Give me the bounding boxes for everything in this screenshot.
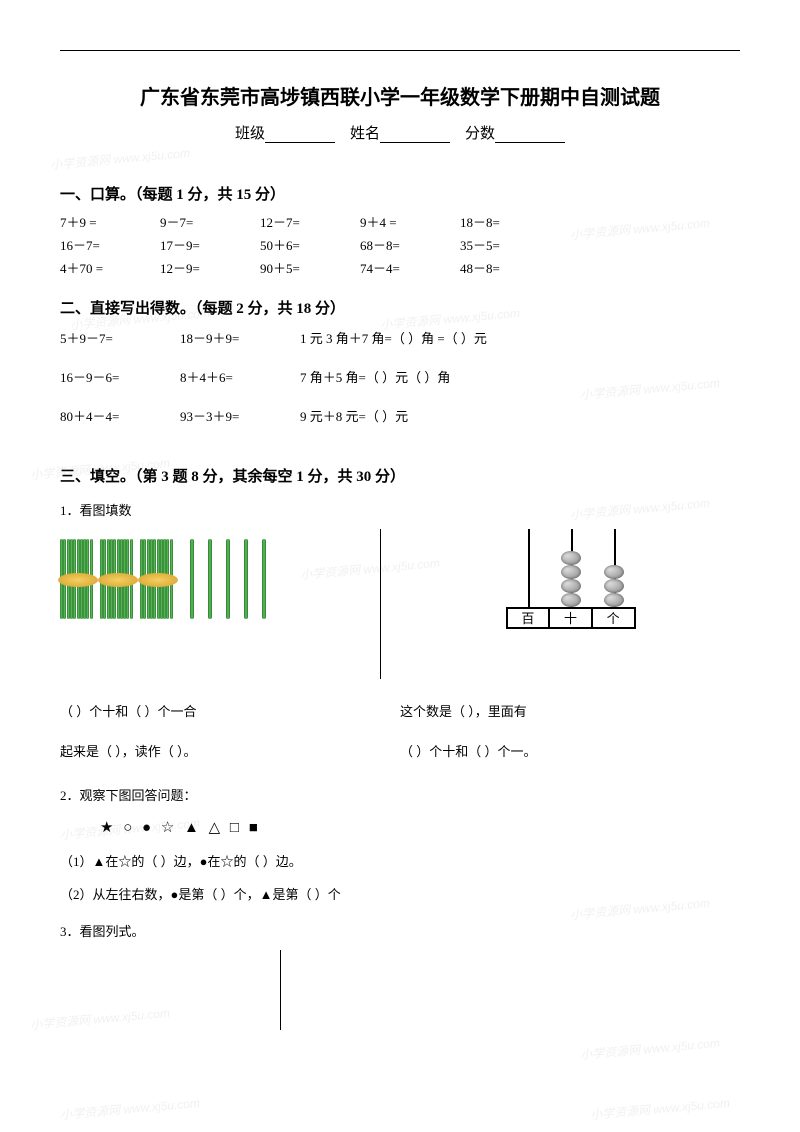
q1-cell: 17－9= — [160, 235, 260, 254]
q1-cell: 35－5= — [460, 235, 560, 254]
q1-cell: 7＋9 = — [60, 212, 160, 231]
abacus-bead — [604, 579, 624, 593]
abacus-figure: 百 十 个 — [401, 529, 740, 629]
section2-body: 5＋9－7=18－9＋9=1 元 3 角＋7 角=（ ）角 =（ ）元 16－9－… — [60, 328, 740, 425]
score-label: 分数 — [465, 126, 495, 142]
q3-2-line2: （2）从左往右数，●是第（ ）个，▲是第（ ）个 — [60, 884, 740, 903]
q1-cell: 50＋6= — [260, 235, 360, 254]
q2-row: 16－9－6=8＋4＋6=7 角＋5 角=（ ）元（ ）角 — [60, 367, 740, 386]
q2-cell: 93－3＋9= — [180, 406, 300, 425]
q2-cell: 5＋9－7= — [60, 328, 180, 347]
abacus-bead — [604, 565, 624, 579]
sticks-figure — [60, 529, 360, 619]
q1-cell: 18－8= — [460, 212, 560, 231]
watermark: 小学资源网 www.xj5u.com — [580, 1034, 721, 1063]
figure-text-row: （ ）个十和（ ）个一合 起来是（ ），读作（ ）。 这个数是（ ），里面有 （… — [60, 699, 740, 765]
q3-2-label: 2．观察下图回答问题： — [60, 785, 740, 804]
top-divider — [60, 50, 740, 51]
q1-row: 7＋9 =9－7=12－7=9＋4 =18－8= — [60, 212, 740, 231]
q3-2-shapes: ★ ○ ● ☆ ▲ △ □ ■ — [100, 818, 740, 837]
q2-cell: 80＋4－4= — [60, 406, 180, 425]
q1-cell: 74－4= — [360, 258, 460, 277]
abacus-label: 百 — [508, 609, 551, 627]
section1-body: 7＋9 =9－7=12－7=9＋4 =18－8= 16－7=17－9=50＋6=6… — [60, 212, 740, 277]
q2-cell: 16－9－6= — [60, 367, 180, 386]
q1-cell: 48－8= — [460, 258, 560, 277]
stick-bundle — [60, 539, 96, 619]
q3-1-right-text1: 这个数是（ ），里面有 — [400, 699, 740, 725]
q1-cell: 12－7= — [260, 212, 360, 231]
q2-cell: 8＋4＋6= — [180, 367, 300, 386]
subtitle-row: 班级 姓名 分数 — [60, 122, 740, 143]
figure-row: 百 十 个 — [60, 529, 740, 679]
abacus-rod — [528, 529, 530, 607]
single-stick — [262, 539, 266, 619]
q1-row: 4＋70 =12－9=90＋5=74－4=48－8= — [60, 258, 740, 277]
name-label: 姓名 — [350, 126, 380, 142]
q2-row: 5＋9－7=18－9＋9=1 元 3 角＋7 角=（ ）角 =（ ）元 — [60, 328, 740, 347]
q1-cell: 9＋4 = — [360, 212, 460, 231]
q1-cell: 90＋5= — [260, 258, 360, 277]
watermark: 小学资源网 www.xj5u.com — [590, 1094, 731, 1123]
q2-cell: 1 元 3 角＋7 角=（ ）角 =（ ）元 — [300, 328, 740, 347]
q2-cell: 18－9＋9= — [180, 328, 300, 347]
abacus-bead — [561, 551, 581, 565]
q3-3-divider — [280, 950, 281, 1030]
q3-2-line1: （1）▲在☆的（ ）边，●在☆的（ ）边。 — [60, 851, 740, 870]
q2-cell: 7 角＋5 角=（ ）元（ ）角 — [300, 367, 740, 386]
watermark: 小学资源网 www.xj5u.com — [30, 1004, 171, 1033]
q1-cell: 9－7= — [160, 212, 260, 231]
section2-header: 二、直接写出得数。（每题 2 分，共 18 分） — [60, 297, 740, 318]
abacus-label: 十 — [550, 609, 593, 627]
watermark: 小学资源网 www.xj5u.com — [60, 1094, 201, 1123]
q1-cell: 4＋70 = — [60, 258, 160, 277]
q3-3-label: 3．看图列式。 — [60, 921, 740, 940]
abacus-base: 百 十 个 — [506, 607, 636, 629]
single-stick — [244, 539, 248, 619]
q2-row: 80＋4－4=93－3＋9=9 元＋8 元=（ ）元 — [60, 406, 740, 425]
q2-cell: 9 元＋8 元=（ ）元 — [300, 406, 740, 425]
abacus-bead — [561, 579, 581, 593]
class-label: 班级 — [235, 126, 265, 142]
q1-cell: 16－7= — [60, 235, 160, 254]
q1-cell: 68－8= — [360, 235, 460, 254]
q3-1-label: 1．看图填数 — [60, 500, 740, 519]
q1-row: 16－7=17－9=50＋6=68－8=35－5= — [60, 235, 740, 254]
q3-1-left-text1: （ ）个十和（ ）个一合 — [60, 699, 360, 725]
page-title: 广东省东莞市高埗镇西联小学一年级数学下册期中自测试题 — [60, 81, 740, 110]
watermark: 小学资源网 www.xj5u.com — [50, 144, 191, 173]
q1-cell: 12－9= — [160, 258, 260, 277]
section3-header: 三、填空。（第 3 题 8 分，其余每空 1 分，共 30 分） — [60, 465, 740, 486]
q3-1-left-text2: 起来是（ ），读作（ ）。 — [60, 739, 360, 765]
section1-header: 一、口算。（每题 1 分，共 15 分） — [60, 183, 740, 204]
figure-divider — [380, 529, 381, 679]
single-stick — [190, 539, 194, 619]
stick-bundle — [140, 539, 176, 619]
abacus-bead — [604, 593, 624, 607]
q3-1-right-text2: （ ）个十和（ ）个一。 — [400, 739, 740, 765]
single-stick — [208, 539, 212, 619]
single-stick — [226, 539, 230, 619]
stick-bundle — [100, 539, 136, 619]
abacus-label: 个 — [593, 609, 634, 627]
abacus-bead — [561, 565, 581, 579]
abacus-bead — [561, 593, 581, 607]
